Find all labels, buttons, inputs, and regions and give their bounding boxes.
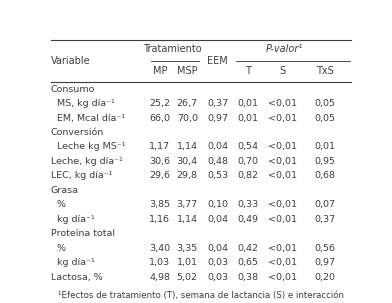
Text: 26,7: 26,7 — [177, 99, 198, 108]
Text: 70,0: 70,0 — [177, 114, 198, 122]
Text: 29,6: 29,6 — [149, 171, 171, 180]
Text: 0,65: 0,65 — [238, 258, 258, 267]
Text: 0,05: 0,05 — [314, 114, 335, 122]
Text: 1,03: 1,03 — [149, 258, 171, 267]
Text: Leche kg MS⁻¹: Leche kg MS⁻¹ — [51, 142, 125, 152]
Text: 1,16: 1,16 — [149, 215, 171, 224]
Text: 0,05: 0,05 — [314, 99, 335, 108]
Text: <0,01: <0,01 — [268, 258, 297, 267]
Text: ¹Efectos de tratamiento (T), semana de lactancia (S) e interacción: ¹Efectos de tratamiento (T), semana de l… — [58, 291, 344, 300]
Text: kg día⁻¹: kg día⁻¹ — [51, 215, 94, 224]
Text: 3,85: 3,85 — [149, 200, 171, 209]
Text: <0,01: <0,01 — [268, 99, 297, 108]
Text: 5,02: 5,02 — [177, 273, 198, 281]
Text: 0,42: 0,42 — [238, 244, 258, 253]
Text: 0,37: 0,37 — [314, 215, 336, 224]
Text: MS, kg día⁻¹: MS, kg día⁻¹ — [51, 99, 114, 108]
Text: EEM: EEM — [207, 56, 228, 66]
Text: <0,01: <0,01 — [268, 114, 297, 122]
Text: <0,01: <0,01 — [268, 171, 297, 180]
Text: %: % — [51, 244, 65, 253]
Text: 0,04: 0,04 — [207, 142, 228, 152]
Text: 0,97: 0,97 — [207, 114, 228, 122]
Text: MP: MP — [152, 66, 167, 76]
Text: P-valor¹: P-valor¹ — [266, 44, 303, 54]
Text: <0,01: <0,01 — [268, 142, 297, 152]
Text: 1,14: 1,14 — [177, 142, 198, 152]
Text: 66,0: 66,0 — [149, 114, 171, 122]
Text: 4,98: 4,98 — [149, 273, 171, 281]
Text: 0,33: 0,33 — [238, 200, 259, 209]
Text: 3,40: 3,40 — [149, 244, 171, 253]
Text: 3,77: 3,77 — [177, 200, 198, 209]
Text: kg día⁻¹: kg día⁻¹ — [51, 258, 94, 267]
Text: 0,56: 0,56 — [314, 244, 335, 253]
Text: 0,53: 0,53 — [207, 171, 228, 180]
Text: 0,68: 0,68 — [314, 171, 335, 180]
Text: Leche, kg día⁻¹: Leche, kg día⁻¹ — [51, 157, 122, 166]
Text: 0,49: 0,49 — [238, 215, 258, 224]
Text: 0,54: 0,54 — [238, 142, 258, 152]
Text: Tratamiento: Tratamiento — [143, 44, 201, 54]
Text: T: T — [245, 66, 251, 76]
Text: S: S — [279, 66, 285, 76]
Text: <0,01: <0,01 — [268, 215, 297, 224]
Text: LEC, kg día⁻¹: LEC, kg día⁻¹ — [51, 171, 112, 180]
Text: 0,03: 0,03 — [207, 273, 228, 281]
Text: 0,82: 0,82 — [238, 171, 258, 180]
Text: 3,35: 3,35 — [177, 244, 198, 253]
Text: Consumo: Consumo — [51, 85, 95, 94]
Text: 0,95: 0,95 — [314, 157, 335, 166]
Text: 0,01: 0,01 — [314, 142, 335, 152]
Text: <0,01: <0,01 — [268, 244, 297, 253]
Text: 0,38: 0,38 — [238, 273, 259, 281]
Text: Lactosa, %: Lactosa, % — [51, 273, 102, 281]
Text: 0,10: 0,10 — [207, 200, 228, 209]
Text: Variable: Variable — [51, 56, 90, 66]
Text: 0,37: 0,37 — [207, 99, 228, 108]
Text: EM, Mcal día⁻¹: EM, Mcal día⁻¹ — [51, 114, 125, 122]
Text: 29,8: 29,8 — [177, 171, 198, 180]
Text: 0,07: 0,07 — [314, 200, 335, 209]
Text: 0,97: 0,97 — [314, 258, 335, 267]
Text: 0,04: 0,04 — [207, 244, 228, 253]
Text: 0,01: 0,01 — [238, 99, 258, 108]
Text: 25,2: 25,2 — [149, 99, 171, 108]
Text: 30,4: 30,4 — [177, 157, 198, 166]
Text: Conversión: Conversión — [51, 128, 104, 137]
Text: 0,20: 0,20 — [314, 273, 335, 281]
Text: 0,70: 0,70 — [238, 157, 258, 166]
Text: 1,01: 1,01 — [177, 258, 198, 267]
Text: 0,04: 0,04 — [207, 215, 228, 224]
Text: MSP: MSP — [177, 66, 198, 76]
Text: Grasa: Grasa — [51, 186, 78, 195]
Text: 0,01: 0,01 — [238, 114, 258, 122]
Text: <0,01: <0,01 — [268, 157, 297, 166]
Text: 1,17: 1,17 — [149, 142, 171, 152]
Text: 0,03: 0,03 — [207, 258, 228, 267]
Text: <0,01: <0,01 — [268, 273, 297, 281]
Text: <0,01: <0,01 — [268, 200, 297, 209]
Text: 30,6: 30,6 — [149, 157, 171, 166]
Text: 0,48: 0,48 — [207, 157, 228, 166]
Text: TxS: TxS — [316, 66, 334, 76]
Text: %: % — [51, 200, 65, 209]
Text: 1,14: 1,14 — [177, 215, 198, 224]
Text: Proteína total: Proteína total — [51, 229, 114, 238]
